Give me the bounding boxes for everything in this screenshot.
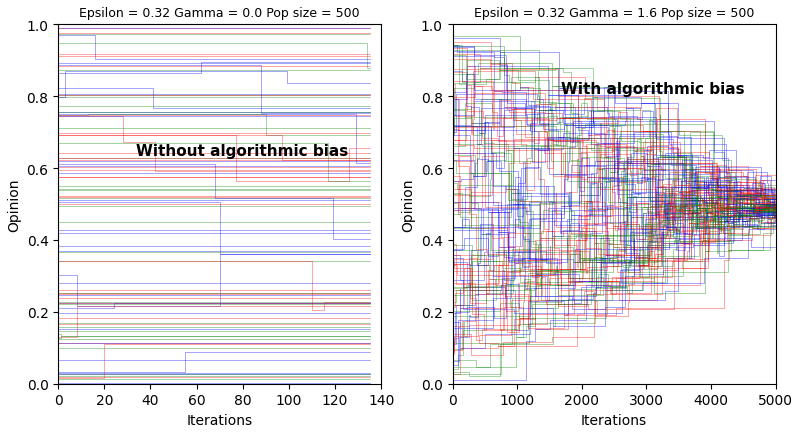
Text: With algorithmic bias: With algorithmic bias: [561, 82, 745, 97]
Y-axis label: Opinion: Opinion: [7, 178, 21, 231]
X-axis label: Iterations: Iterations: [581, 413, 647, 427]
Y-axis label: Opinion: Opinion: [402, 178, 415, 231]
Title: Epsilon = 0.32 Gamma = 0.0 Pop size = 500: Epsilon = 0.32 Gamma = 0.0 Pop size = 50…: [79, 7, 360, 20]
X-axis label: Iterations: Iterations: [186, 413, 253, 427]
Text: Without algorithmic bias: Without algorithmic bias: [136, 143, 349, 158]
Title: Epsilon = 0.32 Gamma = 1.6 Pop size = 500: Epsilon = 0.32 Gamma = 1.6 Pop size = 50…: [474, 7, 754, 20]
